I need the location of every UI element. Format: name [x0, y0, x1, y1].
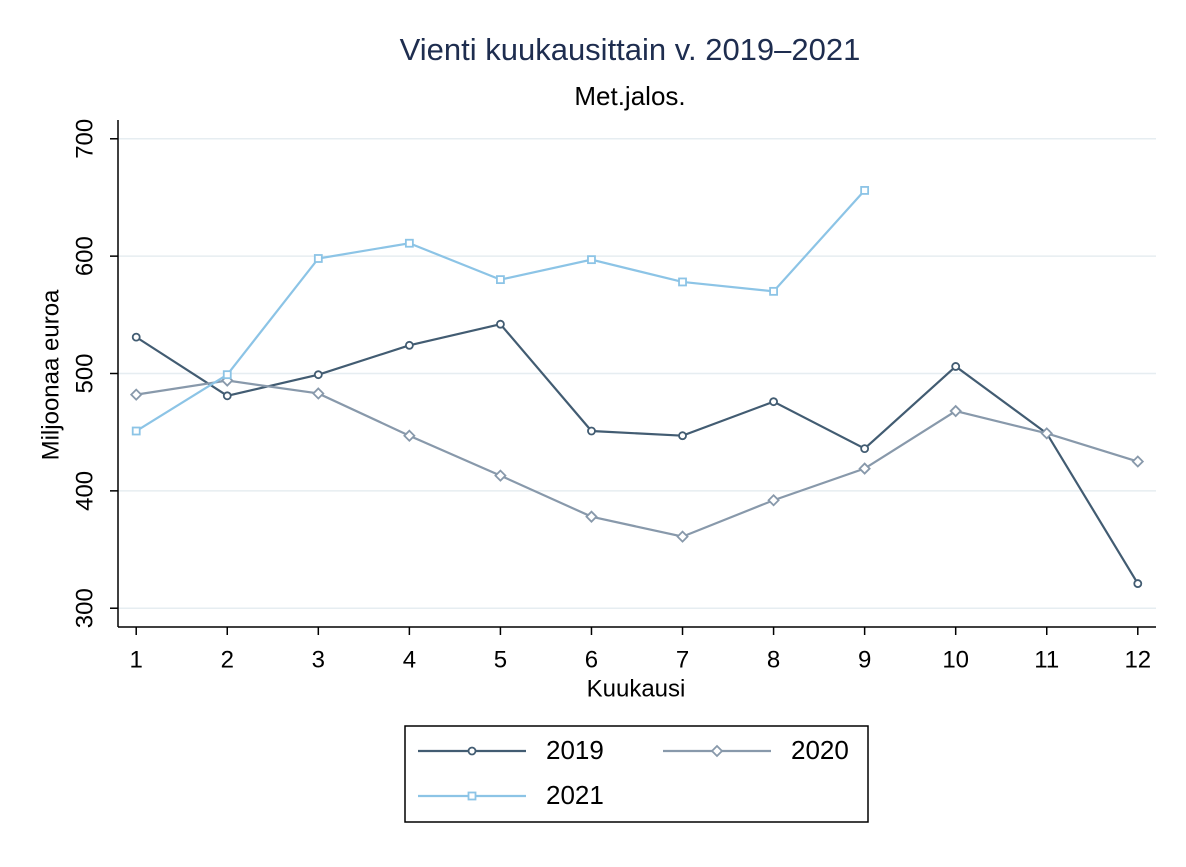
point [858, 462, 871, 475]
point [404, 340, 414, 350]
x-tick-label: 2 [221, 646, 234, 673]
series-line [135, 322, 1139, 585]
point [313, 370, 323, 380]
point [860, 444, 870, 454]
x-tick-label: 8 [767, 646, 780, 673]
point [313, 254, 323, 263]
point [949, 404, 962, 418]
point [769, 397, 778, 407]
x-axis-label: Kuukausi [587, 675, 686, 702]
y-tick-label: 700 [71, 119, 98, 159]
x-tick-label: 10 [942, 646, 969, 673]
x-tick-label: 3 [312, 646, 325, 673]
x-tick-label: 12 [1124, 646, 1151, 673]
point [1131, 455, 1145, 468]
point [131, 426, 141, 436]
x-tick-label: 11 [1034, 646, 1059, 673]
point [1040, 427, 1054, 440]
legend-label: 2019 [546, 735, 604, 765]
point [769, 286, 778, 296]
series-line [136, 379, 1139, 538]
y-tick-label: 600 [71, 236, 98, 276]
point [496, 275, 505, 285]
point [951, 362, 961, 371]
point [767, 493, 780, 507]
point [678, 277, 687, 287]
y-tick-label: 500 [71, 353, 98, 393]
point [587, 426, 596, 436]
point [1133, 579, 1143, 588]
point [585, 510, 598, 523]
x-tick-label: 1 [130, 646, 143, 673]
x-tick-label: 7 [676, 646, 689, 673]
x-tick-label: 6 [585, 646, 598, 673]
point [312, 387, 325, 400]
point [496, 319, 505, 329]
point [678, 431, 687, 441]
chart-subtitle: Met.jalos. [574, 81, 685, 111]
point [860, 186, 870, 195]
chart-title: Vienti kuukausittain v. 2019–2021 [400, 32, 861, 67]
y-axis-label: Miljoonaa euroa [37, 289, 64, 460]
point [467, 791, 477, 801]
point [587, 255, 596, 265]
point [467, 746, 477, 756]
point [222, 370, 232, 380]
point [129, 388, 143, 401]
x-tick-label: 9 [858, 646, 871, 673]
y-tick-label: 300 [71, 588, 98, 628]
x-tick-label: 4 [403, 646, 416, 673]
point [710, 744, 724, 758]
legend-label: 2020 [791, 735, 849, 765]
point [222, 391, 232, 401]
y-tick-label: 400 [71, 471, 98, 511]
legend-label: 2021 [546, 780, 604, 810]
point [131, 332, 141, 342]
point [403, 429, 416, 442]
point [494, 469, 507, 482]
point [404, 238, 414, 248]
point [676, 530, 689, 543]
legend-box [404, 725, 869, 823]
x-tick-label: 5 [494, 646, 507, 673]
